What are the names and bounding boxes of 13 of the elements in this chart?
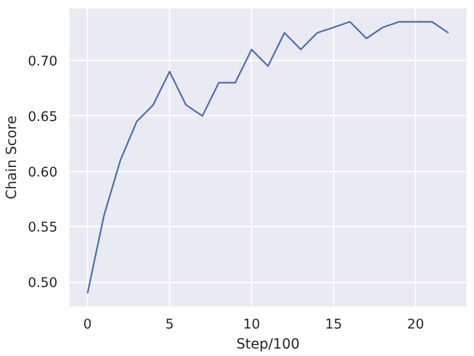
y-tick-label: 0.70	[28, 54, 58, 70]
y-axis-title: Chain Score	[4, 116, 20, 200]
x-tick-label: 10	[243, 318, 260, 332]
x-tick-label: 0	[83, 318, 92, 332]
x-tick-label: 15	[325, 318, 342, 332]
y-tick-label: 0.50	[28, 276, 58, 292]
x-tick-label: 5	[165, 318, 174, 332]
y-tick-label: 0.60	[28, 165, 58, 180]
x-axis-title: Step/100	[236, 336, 300, 352]
y-tick-label: 0.65	[28, 110, 58, 125]
line-series	[86, 20, 450, 294]
y-tick-label: 0.55	[28, 220, 58, 236]
x-tick-label: 20	[407, 318, 424, 332]
